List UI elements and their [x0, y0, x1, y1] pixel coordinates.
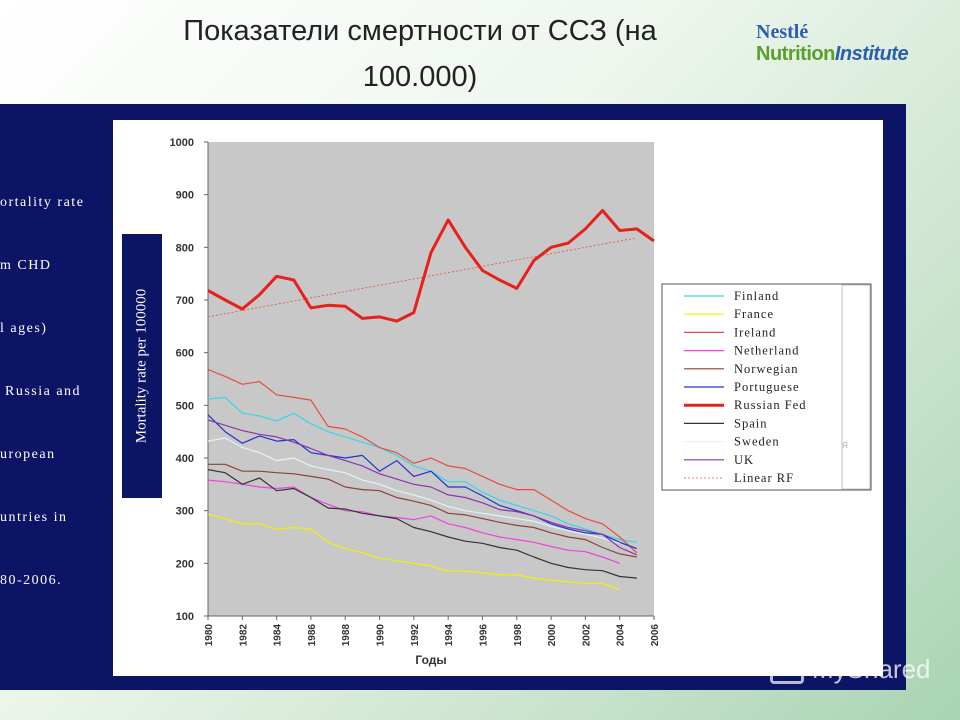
series-line-ireland — [207, 368, 638, 554]
mortality-chart: 100 200 300 400 500 600 700 800 900 1000 1980 1982 1… — [170, 137, 872, 667]
x-tick-label: 1982 — [238, 624, 249, 647]
series-line-linear-rf — [207, 237, 637, 318]
y-tick-label: 700 — [176, 295, 194, 307]
y-axis-label-box: Mortality rate per 100000 — [122, 234, 162, 498]
x-tick-label: 1996 — [478, 624, 489, 647]
series-line-portuguese — [207, 414, 638, 550]
side-caption: ortality rate m CHD l ages) Russia and u… — [0, 150, 110, 633]
legend-label: Ireland — [734, 325, 776, 339]
logo-nutrition: Nutrition — [756, 43, 835, 65]
legend-label: Netherland — [734, 344, 800, 358]
chart-panel: ortality rate m CHD l ages) Russia and u… — [0, 104, 906, 690]
y-tick-label: 1000 — [170, 137, 194, 149]
x-tick-label: 2000 — [547, 624, 558, 647]
x-tick-label: 1992 — [410, 624, 421, 647]
side-caption-line: untries in — [0, 510, 68, 525]
x-tick-label: 1984 — [273, 624, 284, 647]
x-tick-label: 2002 — [581, 624, 592, 647]
series-line-spain — [207, 469, 637, 579]
logo-institute: Institute — [834, 43, 909, 65]
legend-label: Spain — [734, 416, 767, 430]
legend-label: Russian Fed — [734, 398, 806, 412]
series-line-russian-fed — [207, 209, 655, 323]
series-line-france — [207, 513, 620, 591]
legend-label: UK — [734, 453, 754, 467]
y-tick-label: 300 — [176, 506, 194, 518]
legend-extra-text: я — [842, 439, 848, 451]
x-tick-label: 1988 — [341, 624, 352, 647]
x-axis-label: Годы — [415, 653, 446, 667]
y-tick-label: 900 — [176, 190, 194, 202]
x-tick-label: 1998 — [513, 624, 524, 647]
watermark-text: MyShared — [812, 654, 931, 684]
y-tick-label: 100 — [176, 611, 194, 623]
legend-label: Finland — [734, 289, 779, 303]
x-tick-label: 1990 — [376, 624, 387, 647]
legend-label: Norwegian — [734, 362, 799, 376]
legend-label: France — [734, 307, 774, 321]
side-caption-line: l ages) — [0, 321, 48, 336]
legend-label: Sweden — [734, 435, 780, 449]
x-tick-label: 2004 — [616, 624, 627, 647]
slide-title: Показатели смертности от ССЗ (на 100.000… — [110, 8, 730, 100]
side-caption-line: m CHD — [0, 258, 52, 273]
logo-line2: NutritionInstitute — [756, 42, 956, 66]
side-caption-line: ortality rate — [0, 195, 85, 210]
series-line-uk — [207, 419, 638, 556]
series-line-finland — [207, 396, 637, 543]
y-tick-label: 600 — [176, 348, 194, 360]
side-caption-line: 80-2006. — [0, 573, 63, 588]
y-tick-label: 500 — [176, 400, 194, 412]
series-line-netherland — [207, 479, 620, 564]
x-tick-label: 2006 — [650, 624, 661, 647]
legend: я Finland France Ireland Netherland Norwegian… — [661, 283, 872, 491]
x-tick-label: 1980 — [204, 624, 215, 647]
x-tick-label: 1986 — [307, 624, 318, 647]
y-tick-label: 400 — [176, 453, 194, 465]
legend-side-strip — [841, 284, 871, 490]
slide-title-line2: 100.000) — [362, 61, 478, 93]
legend-label: Portuguese — [734, 380, 800, 394]
y-axis-label: Mortality rate per 100000 — [133, 288, 150, 444]
slide-title-line1: Показатели смертности от ССЗ (на — [183, 15, 657, 47]
nestle-logo: Nestlé NutritionInstitute — [756, 22, 956, 66]
legend-label: Linear RF — [734, 471, 794, 485]
y-tick-label: 800 — [176, 242, 194, 254]
side-caption-line: Russia and — [0, 384, 82, 399]
axis-layer: 100 200 300 400 500 600 700 800 900 1000 1980 1982 1… — [170, 137, 661, 667]
logo-line1: Nestlé — [756, 21, 809, 43]
watermark: MyShared — [812, 654, 931, 685]
x-tick-label: 1994 — [444, 624, 455, 647]
chart-area: 100 200 300 400 500 600 700 800 900 1000 1980 1982 1… — [113, 120, 883, 676]
plot-background — [208, 142, 654, 616]
side-caption-line: uropean — [0, 447, 56, 462]
series-line-sweden — [207, 437, 620, 544]
watermark-icon — [770, 656, 804, 684]
plot-layer — [208, 142, 654, 616]
series-layer — [207, 209, 655, 591]
series-line-norwegian — [208, 463, 637, 558]
y-tick-label: 200 — [176, 558, 194, 570]
